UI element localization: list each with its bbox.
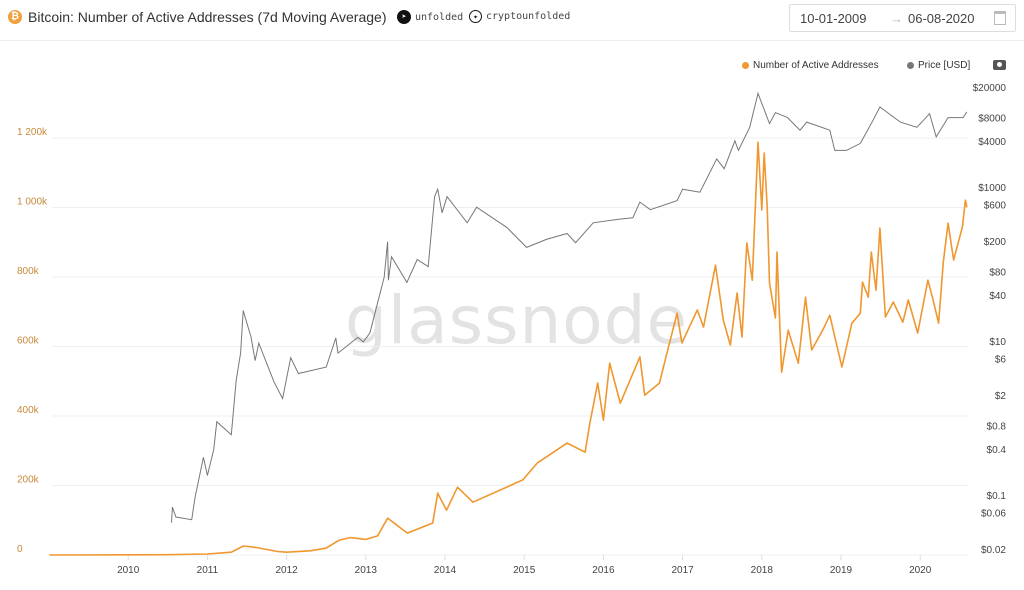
x-tick-label: 2017 (671, 565, 694, 576)
x-tick-label: 2011 (197, 565, 219, 576)
x-tick-label: 2019 (830, 565, 853, 576)
x-tick-label: 2012 (275, 565, 298, 576)
x-tick-label: 2014 (434, 565, 457, 576)
date-arrow: → (890, 11, 903, 26)
right-tick-label: $1000 (978, 183, 1006, 194)
date-to-input[interactable]: 06-08-2020 (908, 11, 975, 26)
x-tick-label: 2010 (117, 565, 140, 576)
calendar-icon[interactable] (994, 11, 1006, 25)
right-tick-label: $0.06 (981, 508, 1006, 519)
price-line (171, 91, 968, 523)
legend-dot-addresses (742, 62, 749, 69)
left-tick-label: 200k (17, 475, 40, 486)
telegram-link[interactable]: ➤ unfolded (397, 10, 463, 24)
right-tick-label: $0.1 (987, 491, 1007, 502)
legend-addresses[interactable]: Number of Active Addresses (742, 60, 879, 71)
right-tick-label: $200 (984, 237, 1007, 248)
twitter-icon: ✦ (469, 10, 482, 23)
x-tick-label: 2015 (513, 565, 536, 576)
left-tick-label: 800k (17, 266, 40, 277)
x-tick-label: 2013 (355, 565, 378, 576)
left-tick-label: 400k (17, 405, 40, 416)
right-tick-label: $8000 (978, 114, 1006, 125)
right-tick-label: $0.02 (981, 545, 1006, 556)
chart-header: ₿ Bitcoin: Number of Active Addresses (7… (0, 0, 1024, 41)
bitcoin-icon: ₿ (8, 10, 22, 24)
twitter-label: cryptounfolded (486, 11, 571, 22)
legend-dot-price (907, 62, 914, 69)
right-tick-label: $2 (995, 391, 1007, 402)
x-tick-label: 2020 (909, 565, 932, 576)
chart-title: Bitcoin: Number of Active Addresses (7d … (28, 9, 387, 25)
right-tick-label: $600 (984, 200, 1007, 211)
date-range-picker[interactable]: 10-01-2009 → 06-08-2020 (789, 4, 1016, 32)
right-tick-label: $40 (989, 291, 1006, 302)
right-tick-label: $0.8 (987, 422, 1007, 433)
right-tick-label: $6 (995, 354, 1007, 365)
twitter-link[interactable]: ✦ cryptounfolded (469, 10, 570, 23)
date-from-input[interactable]: 10-01-2009 (800, 11, 867, 26)
camera-icon[interactable] (993, 60, 1006, 70)
left-tick-label: 600k (17, 336, 40, 347)
left-tick-label: 0 (17, 544, 23, 555)
right-tick-label: $80 (989, 268, 1006, 279)
telegram-label: unfolded (415, 11, 464, 23)
legend-price[interactable]: Price [USD] (907, 60, 970, 71)
left-tick-label: 1 000k (17, 197, 48, 208)
right-tick-label: $4000 (978, 137, 1006, 148)
active-addresses-line (49, 141, 968, 556)
x-tick-label: 2018 (751, 565, 774, 576)
telegram-icon: ➤ (397, 10, 411, 24)
x-tick-label: 2016 (592, 565, 615, 576)
right-tick-label: $10 (989, 337, 1006, 348)
right-tick-label: $0.4 (987, 445, 1007, 456)
legend-label-price: Price [USD] (918, 60, 971, 71)
left-tick-label: 1 200k (17, 127, 48, 138)
legend-label-addresses: Number of Active Addresses (753, 60, 879, 71)
right-tick-label: $20000 (973, 83, 1007, 94)
